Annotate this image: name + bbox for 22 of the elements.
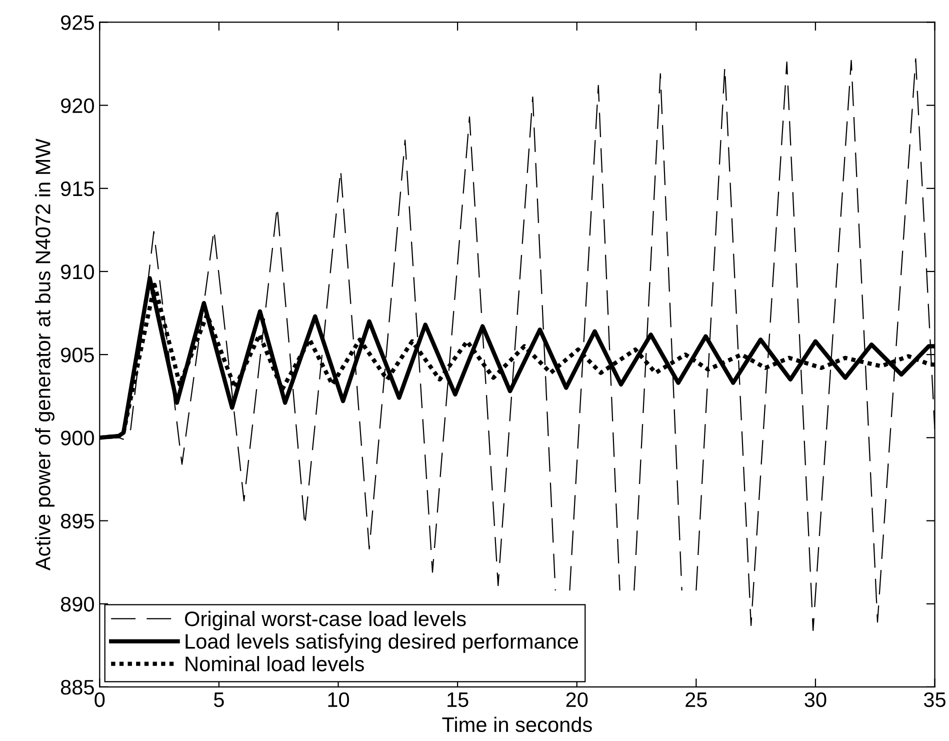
x-tick-label: 0 xyxy=(94,692,105,708)
y-tick-label: 900 xyxy=(61,430,94,446)
y-tick-label: 885 xyxy=(60,680,94,695)
x-tick-label: 30 xyxy=(804,692,826,708)
x-tick-label: 15 xyxy=(448,692,468,708)
legend-label: Original worst-case load levels xyxy=(185,610,466,630)
y-axis-title: Active power of generator at bus N4072 in MW xyxy=(35,138,54,570)
y-tick-label: 915 xyxy=(61,181,94,196)
y-tick-label: 910 xyxy=(61,264,94,280)
x-tick-label: 20 xyxy=(566,692,588,708)
legend-label: Load levels satisfying desired performance xyxy=(186,633,578,653)
x-axis-title: Time in seconds xyxy=(442,716,592,732)
x-tick-label: 25 xyxy=(686,692,707,708)
y-tick-label: 905 xyxy=(61,348,94,362)
y-tick-label: 925 xyxy=(61,15,94,30)
legend-label: Nominal load levels xyxy=(186,656,364,672)
x-tick-label: 5 xyxy=(214,692,224,708)
y-tick-label: 890 xyxy=(60,596,94,612)
x-tick-label: 35 xyxy=(924,692,946,708)
y-tick-label: 895 xyxy=(60,514,94,528)
x-tick-label: 10 xyxy=(328,692,350,708)
y-tick-label: 920 xyxy=(61,98,94,114)
